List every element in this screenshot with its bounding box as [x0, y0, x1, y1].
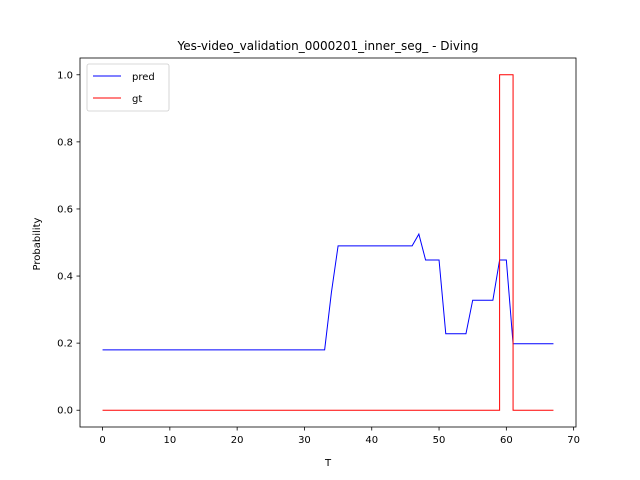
legend: pred gt	[86, 63, 170, 112]
y-tick-label: 0.4	[57, 272, 73, 283]
series-line-gt	[102, 74, 554, 411]
y-tick-label: 0.2	[57, 339, 73, 350]
legend-box	[86, 63, 170, 112]
x-tick-label: 50	[433, 435, 446, 446]
x-tick-label: 0	[99, 435, 105, 446]
axes-frame	[79, 57, 577, 428]
x-tick-label: 70	[567, 435, 580, 446]
legend-label-gt: gt	[132, 94, 142, 105]
y-tick-label: 1.0	[57, 70, 73, 81]
x-tick-label: 40	[365, 435, 378, 446]
y-tick-label: 0.0	[57, 406, 73, 417]
x-axis-label: T	[324, 458, 332, 469]
plot-area	[79, 57, 577, 428]
x-tick-label: 10	[163, 435, 176, 446]
y-tick-label: 0.6	[57, 204, 73, 215]
x-tick-label: 20	[231, 435, 244, 446]
chart-title: Yes-video_validation_0000201_inner_seg_ …	[177, 39, 479, 53]
x-tick-label: 30	[298, 435, 311, 446]
y-axis-label: Probability	[32, 217, 43, 270]
x-tick-label: 60	[500, 435, 513, 446]
legend-label-pred: pred	[132, 72, 155, 83]
y-tick-label: 0.8	[57, 137, 73, 148]
axis-ticks: 0 10 20 30 40 50 60 70 0.0 0.2 0.4 0.6 0.8 1.0	[57, 70, 580, 446]
series-line-pred	[102, 232, 554, 351]
